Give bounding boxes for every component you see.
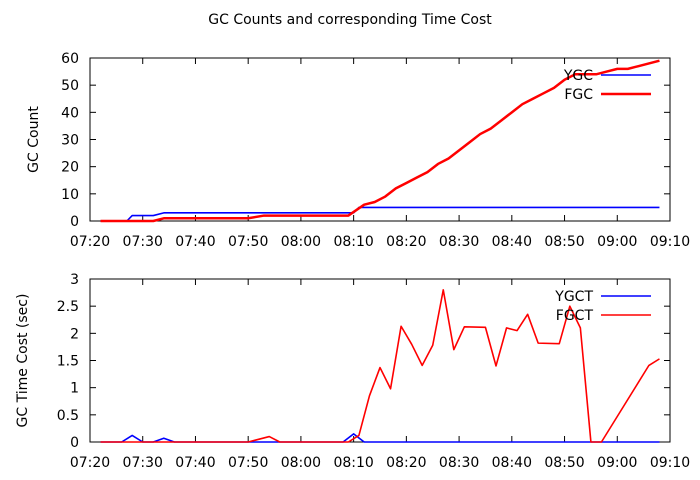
legend-label-ygc: YGC — [563, 68, 593, 84]
x-tick-label: 07:30 — [123, 455, 163, 471]
x-tick-label: 08:50 — [544, 455, 584, 471]
x-tick-label: 08:30 — [439, 455, 479, 471]
gc-time-cost-chart: 07:20 07:30 07:40 07:50 08:00 08:10 08:20 08:30… — [15, 272, 690, 471]
x-tick-label: 08:00 — [281, 234, 321, 250]
x-tick-label: 08:10 — [333, 234, 373, 250]
x-tick-label: 08:30 — [439, 234, 479, 250]
legend-label-fgct: FGCT — [556, 308, 594, 324]
y-tick-label: 2 — [70, 326, 79, 342]
gc-count-chart: 07:20 07:30 07:40 07:50 08:00 08:10 08:20 08:30… — [26, 51, 690, 250]
x-tick-label: 08:20 — [386, 234, 426, 250]
x-tick-label: 08:00 — [281, 455, 321, 471]
y-tick-label: 20 — [61, 160, 79, 176]
x-tick-label: 08:10 — [333, 455, 373, 471]
y-tick-label: 1 — [70, 381, 79, 397]
x-tick-label: 08:20 — [386, 455, 426, 471]
series-line-ygc — [100, 206, 660, 222]
x-tick-label: 08:50 — [544, 234, 584, 250]
x-tick-label: 07:20 — [70, 455, 110, 471]
series-line-fgct — [100, 289, 660, 443]
y-axis-label: GC Count — [26, 106, 42, 173]
figure-title: GC Counts and corresponding Time Cost — [208, 12, 492, 28]
x-tick-label: 09:00 — [597, 234, 637, 250]
x-tick-label: 07:20 — [70, 234, 110, 250]
y-axis-label: GC Time Cost (sec) — [15, 294, 31, 428]
x-tick-label: 09:10 — [650, 234, 690, 250]
y-tick-label: 2.5 — [57, 299, 79, 315]
y-tick-label: 30 — [61, 133, 79, 149]
legend-label-ygct: YGCT — [554, 289, 593, 305]
x-tick-label: 07:40 — [175, 455, 215, 471]
y-tick-label: 10 — [61, 187, 79, 203]
y-tick-label: 0.5 — [57, 408, 79, 424]
y-tick-label: 0 — [70, 435, 79, 451]
x-tick-label: 07:40 — [175, 234, 215, 250]
x-tick-label: 07:50 — [228, 234, 268, 250]
y-tick-label: 40 — [61, 105, 79, 121]
series-line-fgc — [100, 59, 660, 223]
x-tick-label: 08:40 — [492, 455, 532, 471]
x-tick-label: 07:30 — [123, 234, 163, 250]
x-tick-label: 07:50 — [228, 455, 268, 471]
y-tick-label: 1.5 — [57, 354, 79, 370]
legend-label-fgc: FGC — [564, 87, 593, 103]
x-tick-label: 09:00 — [597, 455, 637, 471]
y-tick-label: 60 — [61, 51, 79, 67]
y-tick-label: 3 — [70, 272, 79, 288]
y-tick-label: 0 — [70, 214, 79, 230]
x-tick-label: 08:40 — [492, 234, 532, 250]
series-line-ygct — [100, 433, 660, 443]
y-tick-label: 50 — [61, 78, 79, 94]
x-tick-label: 09:10 — [650, 455, 690, 471]
